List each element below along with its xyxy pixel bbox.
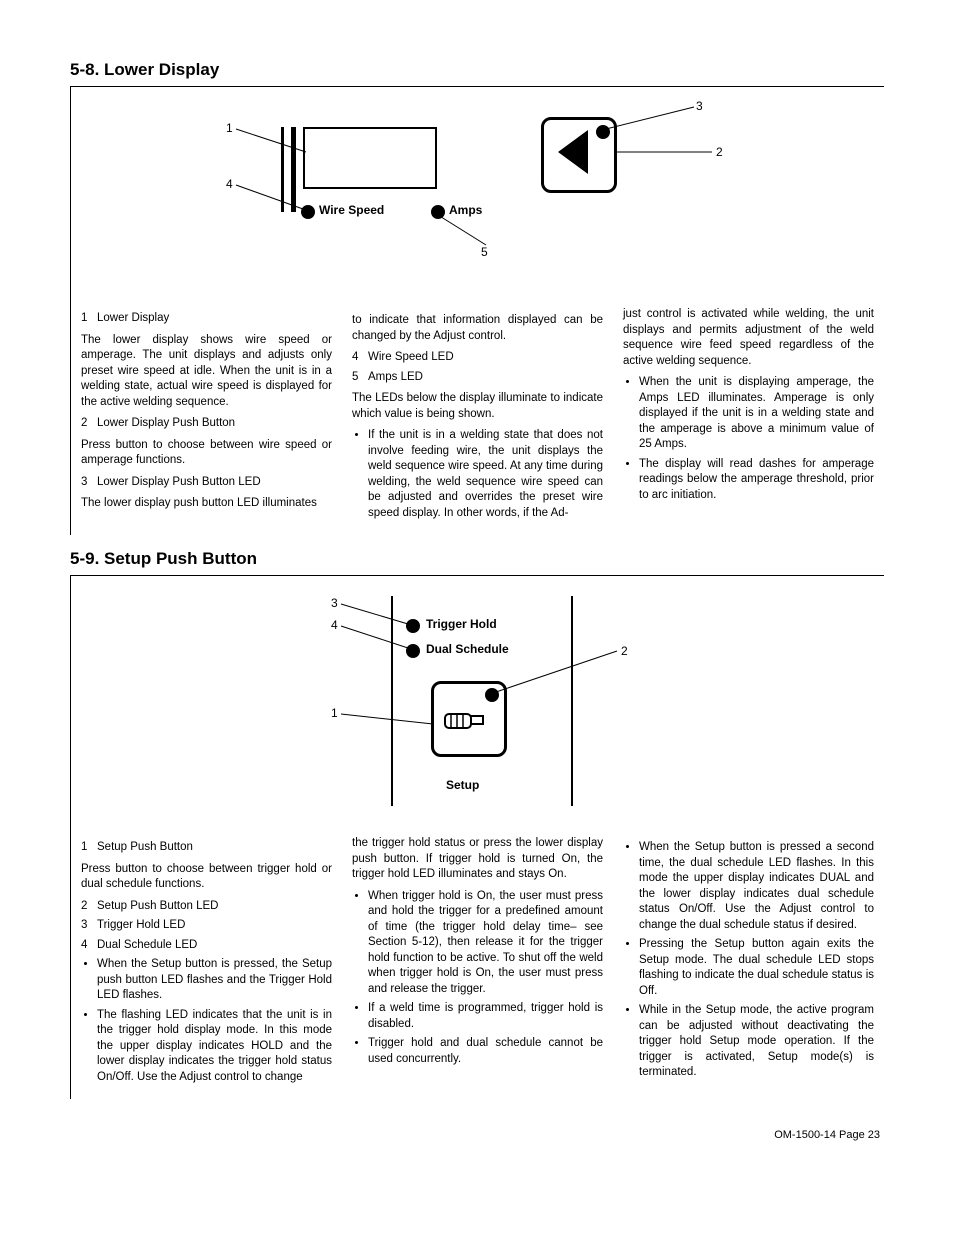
- item-num: 2: [81, 416, 97, 432]
- sec58-col3: just control is activated while welding,…: [623, 307, 874, 525]
- sec59-col3: When the Setup button is pressed a secon…: [623, 836, 874, 1089]
- item-num: 3: [81, 475, 97, 491]
- bullet: Trigger hold and dual schedule cannot be…: [368, 1036, 603, 1067]
- page-footer: OM-1500-14 Page 23: [70, 1129, 884, 1141]
- sec58-col2: to indicate that information displayed c…: [352, 307, 603, 525]
- bullet: The display will read dashes for amperag…: [639, 457, 874, 504]
- para: The lower display push button LED illumi…: [81, 496, 332, 512]
- para: The lower display shows wire speed or am…: [81, 333, 332, 411]
- bullet: If a weld time is programmed, trigger ho…: [368, 1001, 603, 1032]
- bullet: When the Setup button is pressed a secon…: [639, 840, 874, 933]
- item-txt: Trigger Hold LED: [97, 919, 185, 931]
- item-num: 4: [352, 350, 368, 366]
- diagram-5-8: Wire Speed Amps 1 4 3 2 5: [81, 97, 884, 307]
- section-5-9-heading: 5-9. Setup Push Button: [70, 549, 884, 569]
- section-5-8-box: Wire Speed Amps 1 4 3 2 5 1Lower Display…: [70, 86, 884, 535]
- section-5-8-columns: 1Lower Display The lower display shows w…: [81, 307, 884, 525]
- para: Press button to choose between wire spee…: [81, 438, 332, 469]
- item-txt: Lower Display Push Button: [97, 417, 235, 429]
- sec59-col2: the trigger hold status or press the low…: [352, 836, 603, 1089]
- para: the trigger hold status or press the low…: [352, 836, 603, 883]
- diagram-5-9-lines: [81, 586, 881, 836]
- section-5-8-heading: 5-8. Lower Display: [70, 60, 884, 80]
- para: just control is activated while welding,…: [623, 307, 874, 369]
- item-txt: Wire Speed LED: [368, 351, 454, 363]
- item-num: 1: [81, 840, 97, 856]
- item-num: 5: [352, 370, 368, 386]
- bullet: When trigger hold is On, the user must p…: [368, 889, 603, 998]
- item-txt: Setup Push Button LED: [97, 900, 218, 912]
- bullet: If the unit is in a welding state that d…: [368, 428, 603, 521]
- section-5-9-columns: 1Setup Push Button Press button to choos…: [81, 836, 884, 1089]
- diagram-5-8-lines: [81, 97, 881, 307]
- section-5-9-box: Trigger Hold Dual Schedule Setup 3 4 1 2…: [70, 575, 884, 1099]
- bullet: While in the Setup mode, the active prog…: [639, 1003, 874, 1081]
- diagram-5-9: Trigger Hold Dual Schedule Setup 3 4 1 2: [81, 586, 884, 836]
- bullet: When the Setup button is pressed, the Se…: [97, 957, 332, 1004]
- bullet: Pressing the Setup button again exits th…: [639, 937, 874, 999]
- item-num: 3: [81, 918, 97, 934]
- sec59-col1: 1Setup Push Button Press button to choos…: [81, 836, 332, 1089]
- bullet: When the unit is displaying amperage, th…: [639, 375, 874, 453]
- para: to indicate that information displayed c…: [352, 313, 603, 344]
- item-num: 1: [81, 311, 97, 327]
- item-txt: Dual Schedule LED: [97, 939, 197, 951]
- sec58-col1: 1Lower Display The lower display shows w…: [81, 307, 332, 525]
- item-txt: Lower Display: [97, 312, 169, 324]
- item-txt: Amps LED: [368, 371, 423, 383]
- bullet: The flashing LED indicates that the unit…: [97, 1008, 332, 1086]
- para: Press button to choose between trigger h…: [81, 862, 332, 893]
- item-txt: Lower Display Push Button LED: [97, 476, 261, 488]
- item-txt: Setup Push Button: [97, 841, 193, 853]
- item-num: 4: [81, 938, 97, 954]
- para: The LEDs below the display illuminate to…: [352, 391, 603, 422]
- item-num: 2: [81, 899, 97, 915]
